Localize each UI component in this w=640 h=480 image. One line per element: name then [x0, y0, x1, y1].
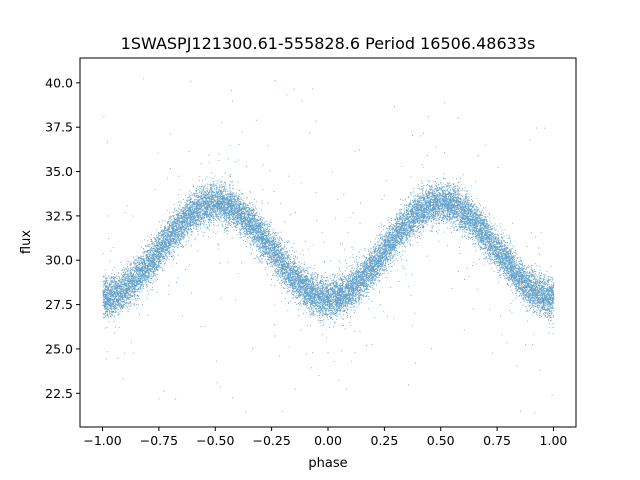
y-axis-label: flux — [19, 230, 34, 254]
x-tick-label: −0.75 — [140, 433, 178, 448]
y-tick-label: 25.0 — [45, 341, 73, 356]
y-tick-label: 27.5 — [45, 297, 73, 312]
y-tick-label: 30.0 — [45, 253, 73, 268]
x-tick-label: −0.25 — [252, 433, 290, 448]
scatter-series-points — [102, 78, 555, 414]
chart-title: 1SWASPJ121300.61-555828.6 Period 16506.4… — [121, 34, 536, 53]
x-tick-label: 1.00 — [540, 433, 568, 448]
x-axis: −1.00 −0.75 −0.50 −0.25 0.00 0.25 0.50 0.75 1.00 — [83, 427, 567, 448]
y-tick-label: 22.5 — [45, 386, 73, 401]
x-axis-label: phase — [308, 456, 347, 471]
x-tick-label: 0.25 — [370, 433, 398, 448]
y-tick-label: 35.0 — [45, 164, 73, 179]
y-tick-label: 37.5 — [45, 120, 73, 135]
y-axis: 22.5 25.0 27.5 30.0 32.5 35.0 37.5 40.0 — [45, 75, 80, 401]
x-tick-label: 0.50 — [427, 433, 455, 448]
x-tick-label: 0.00 — [314, 433, 342, 448]
x-tick-label: 0.75 — [483, 433, 511, 448]
x-tick-label: −1.00 — [83, 433, 121, 448]
scatter-points — [102, 78, 555, 414]
y-tick-label: 32.5 — [45, 208, 73, 223]
y-tick-label: 40.0 — [45, 75, 73, 90]
x-tick-label: −0.50 — [196, 433, 234, 448]
